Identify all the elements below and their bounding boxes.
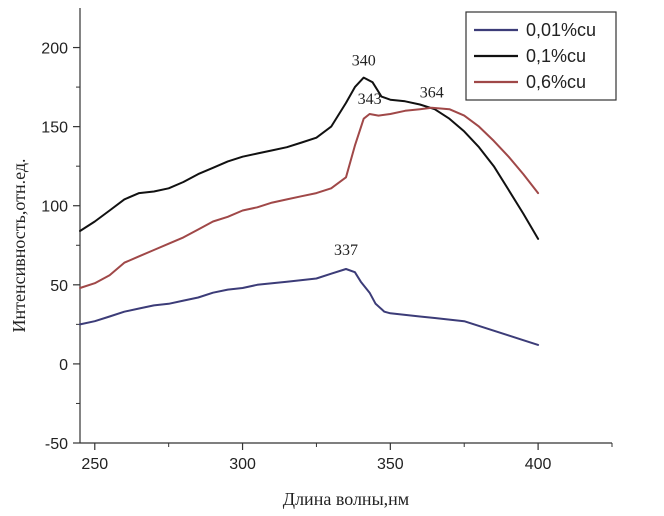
plot-area: 250 300 350 400 -50 0 50 100 150 200	[41, 8, 613, 473]
y-tick-label: -50	[45, 436, 68, 453]
peak-annotation: 337	[334, 242, 358, 259]
series-line-0	[79, 268, 540, 346]
series-line-1	[79, 76, 540, 240]
x-tick-label: 250	[81, 456, 108, 473]
annotation-layer: 337 340 343 364	[334, 53, 444, 259]
x-axis-title: Длина волны,нм	[283, 489, 409, 509]
peak-annotation: 364	[420, 85, 444, 102]
peak-annotation: 343	[358, 91, 382, 108]
x-tick-label: 350	[377, 456, 404, 473]
peak-annotation: 340	[352, 53, 376, 70]
legend: 0,01%cu 0,1%cu 0,6%cu	[465, 11, 617, 101]
y-axis-title: Интенсивность,отн.ед.	[9, 158, 29, 332]
x-tick-label: 300	[229, 456, 256, 473]
legend-label-0: 0,01%cu	[526, 20, 596, 40]
legend-label-2: 0,6%cu	[526, 72, 586, 92]
y-tick-label: 100	[41, 199, 68, 216]
y-tick-label: 0	[59, 357, 68, 374]
legend-label-1: 0,1%cu	[526, 46, 586, 66]
y-tick-label: 150	[41, 120, 68, 137]
y-tick-label: 200	[41, 41, 68, 58]
x-tick-label: 400	[525, 456, 552, 473]
series-layer	[79, 76, 540, 346]
y-tick-label: 50	[50, 278, 68, 295]
series-line-2	[79, 106, 540, 289]
